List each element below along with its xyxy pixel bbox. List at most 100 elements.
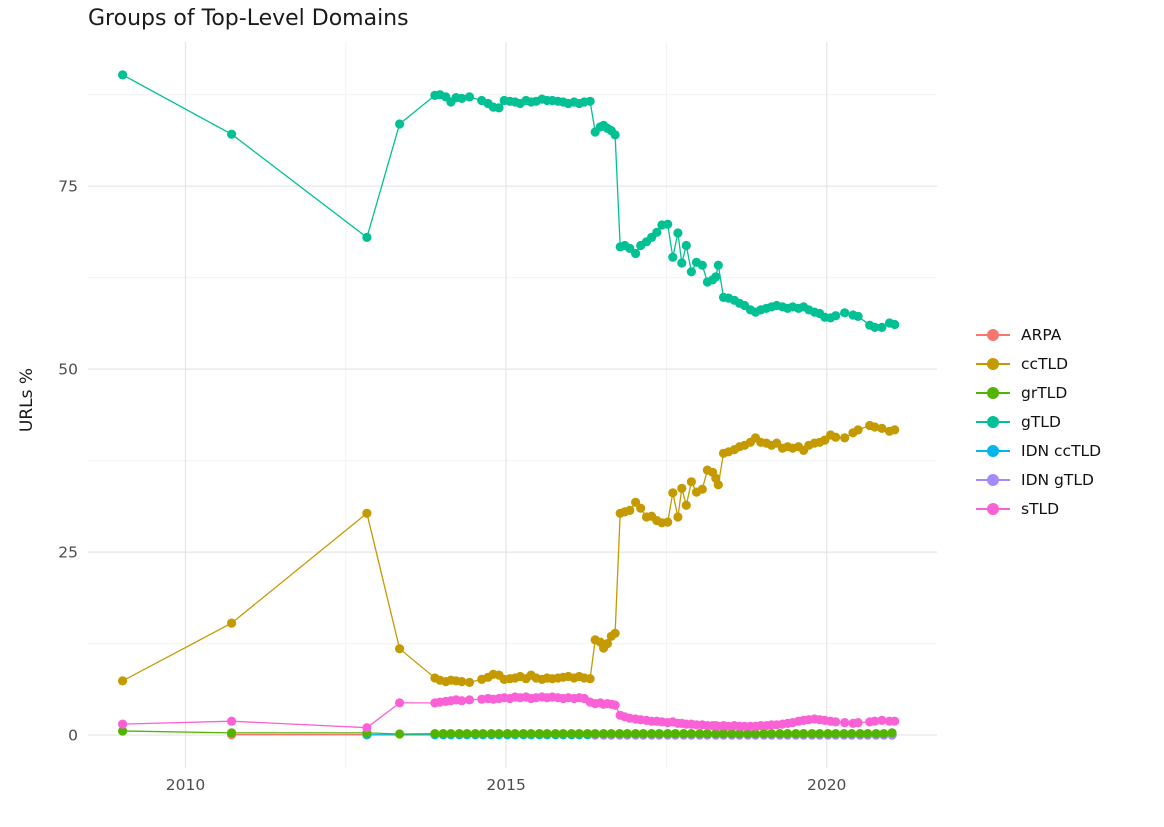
data-point-grtld [887,728,897,738]
data-point-stld [610,700,620,710]
data-point-cctld [697,484,707,494]
legend-label: IDN ccTLD [1021,441,1102,460]
data-point-grtld [871,729,881,739]
data-point-stld [877,715,887,726]
data-point-grtld [783,729,793,739]
data-point-grtld [807,729,817,739]
data-point-grtld [615,729,625,739]
data-point-gtld [395,119,405,129]
data-point-gtld [494,103,504,113]
y-tick-label: 50 [58,361,78,379]
data-point-grtld [462,729,472,739]
data-point-grtld [486,729,496,739]
legend-entry-idn-gtld: IDN gTLD [976,465,1101,494]
data-point-cctld [663,517,673,527]
data-point-gtld [610,130,620,140]
data-point-gtld [831,311,841,321]
data-point-grtld [494,729,504,739]
data-point-grtld [590,729,600,739]
data-point-stld [464,695,475,705]
data-point-grtld [558,729,568,739]
data-point-grtld [847,729,857,739]
data-point-cctld [890,425,900,435]
data-point-cctld [118,676,128,686]
legend-entry-gtld: gTLD [976,407,1101,436]
data-point-grtld [791,729,801,739]
data-point-grtld [750,729,761,739]
data-point-grtld [855,729,865,739]
data-point-grtld [566,729,577,739]
legend-key-icon [976,383,1010,403]
data-point-grtld [542,729,552,739]
data-point-grtld [702,729,713,739]
data-point-grtld [743,729,753,739]
data-point-cctld [686,477,697,487]
data-point-cctld [636,503,646,513]
data-point-stld [362,723,372,733]
data-point-grtld [799,729,809,739]
data-point-grtld [663,729,673,739]
data-point-grtld [654,729,664,739]
data-point-grtld [526,729,536,739]
legend: ARPA ccTLD grTLD gTLD IDN ccTLD IDN gTLD sTLD [976,320,1101,523]
data-point-grtld [502,729,512,739]
legend-entry-stld: sTLD [976,494,1101,523]
data-point-grtld [470,729,480,739]
legend-key-icon [976,499,1010,519]
legend-label: ARPA [1021,325,1062,344]
data-point-grtld [446,729,456,739]
data-point-grtld [430,729,440,739]
legend-label: sTLD [1021,499,1060,518]
legend-key-icon [976,354,1010,374]
x-tick-label: 2010 [166,776,205,794]
data-point-grtld [670,729,681,739]
data-point-stld [870,716,880,726]
data-point-gtld [686,267,697,277]
data-point-cctld [677,483,687,493]
data-point-cctld [713,480,723,490]
data-point-gtld [663,219,673,229]
data-point-gtld [697,260,707,270]
data-point-grtld [823,729,833,739]
data-point-cctld [625,505,635,515]
legend-entry-grtld: grTLD [976,378,1101,407]
y-tick-label: 25 [58,544,78,562]
data-point-stld [457,696,467,706]
data-point-cctld [870,422,880,432]
data-point-gtld [713,260,723,270]
data-point-stld [395,698,405,708]
chart-title: Groups of Top-Level Domains [88,6,409,31]
data-point-gtld [652,227,662,237]
data-point-grtld [679,729,689,739]
data-point-grtld [438,729,448,739]
data-point-gtld [853,311,863,321]
data-point-grtld [574,729,584,739]
data-point-grtld [839,729,849,739]
data-point-gtld [585,96,595,106]
data-point-gtld [362,232,372,242]
data-point-cctld [853,425,863,435]
data-point-gtld [227,129,237,139]
data-point-grtld [831,729,841,739]
data-point-gtld [631,248,641,259]
data-point-grtld [727,729,737,739]
data-point-grtld [631,729,641,739]
data-point-cctld [585,674,595,684]
data-point-grtld [518,729,529,739]
data-point-stld [890,716,900,726]
legend-entry-arpa: ARPA [976,320,1101,349]
y-tick-label: 0 [68,727,78,745]
legend-label: gTLD [1021,412,1061,431]
data-point-grtld [718,729,729,739]
data-point-grtld [395,729,405,739]
legend-key-icon [976,325,1010,345]
data-point-gtld [870,322,880,332]
data-point-grtld [759,729,769,739]
legend-key-icon [976,470,1010,490]
data-point-grtld [510,729,520,739]
data-point-grtld [118,726,128,736]
data-point-cctld [610,628,620,638]
data-point-cctld [602,639,613,649]
